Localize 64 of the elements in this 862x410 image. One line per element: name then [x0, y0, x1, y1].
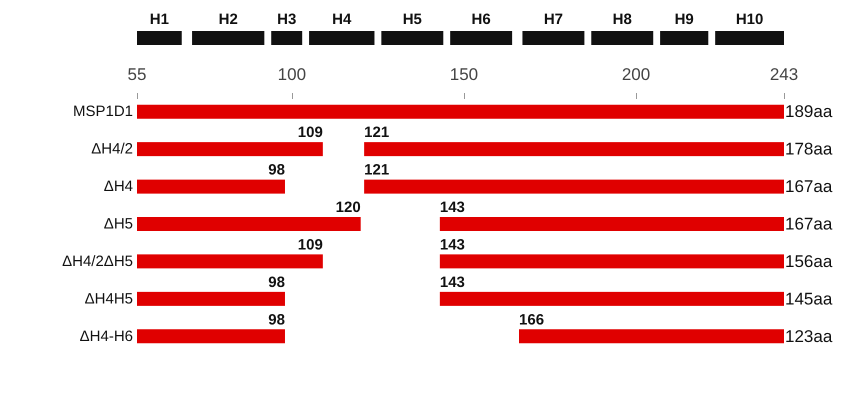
bar: [192, 31, 264, 45]
annotation: 143: [440, 199, 465, 216]
annotation: 143: [440, 236, 465, 254]
bar: [591, 31, 654, 45]
x-tick-label: 100: [278, 65, 306, 84]
bar: [137, 217, 361, 231]
bar: [137, 329, 285, 344]
annotation: 189aa: [785, 102, 833, 122]
bar: [440, 254, 784, 268]
bar: [309, 31, 374, 45]
series-label: H3: [277, 11, 296, 28]
x-tick-label: 150: [450, 65, 478, 84]
series-label: H4: [332, 11, 352, 28]
annotation: 178aa: [785, 140, 833, 159]
series-label: H10: [736, 11, 764, 28]
series-label: H6: [472, 11, 491, 28]
bar: [660, 31, 708, 45]
annotation: 109: [298, 236, 323, 254]
annotation: 166: [519, 311, 544, 328]
bar: [137, 104, 784, 119]
bar: [450, 31, 512, 45]
bar: [137, 142, 323, 156]
annotation: 167aa: [785, 177, 833, 196]
annotation: 167aa: [785, 214, 833, 234]
annotation: 143: [440, 274, 465, 291]
y-tick-label: ΔH4/2: [91, 140, 133, 158]
series-label: H1: [150, 11, 169, 28]
series-label: H8: [612, 11, 632, 28]
annotation: 98: [268, 311, 285, 328]
x-tick-label: 200: [622, 65, 650, 84]
y-tick-label: MSP1D1: [72, 103, 133, 120]
annotation: 156aa: [785, 252, 833, 271]
bar: [137, 292, 285, 306]
annotation: 120: [336, 199, 361, 216]
bar: [271, 31, 302, 45]
bar: [440, 217, 784, 231]
x-tick-label: 243: [770, 65, 798, 84]
y-tick-label: ΔH4: [104, 178, 133, 196]
bar: [440, 292, 784, 306]
series-label: H2: [218, 11, 238, 28]
y-tick-label: ΔH4-H6: [80, 328, 133, 345]
annotation: 98: [268, 274, 285, 291]
bar: [364, 180, 784, 194]
bar: [381, 31, 444, 45]
annotation: 109: [298, 124, 323, 142]
annotation: 121: [364, 124, 390, 142]
bar: [522, 31, 584, 45]
annotation: 98: [268, 162, 285, 179]
y-tick-label: ΔH4/2ΔH5: [62, 252, 133, 270]
annotation: 123aa: [785, 326, 833, 346]
bar: [364, 142, 784, 156]
bar: [137, 254, 323, 268]
bar: [715, 31, 784, 45]
y-tick-label: ΔH5: [104, 216, 133, 232]
annotation: 121: [364, 162, 390, 179]
x-tick-label: 55: [128, 65, 146, 84]
series-label: H5: [402, 11, 422, 28]
series-label: H9: [674, 11, 694, 28]
series-label: H7: [544, 11, 564, 28]
y-tick-label: ΔH4H5: [84, 290, 133, 308]
annotation: 145aa: [785, 289, 833, 308]
bar: [519, 329, 784, 344]
bar: [137, 180, 285, 194]
bar: [137, 31, 182, 45]
